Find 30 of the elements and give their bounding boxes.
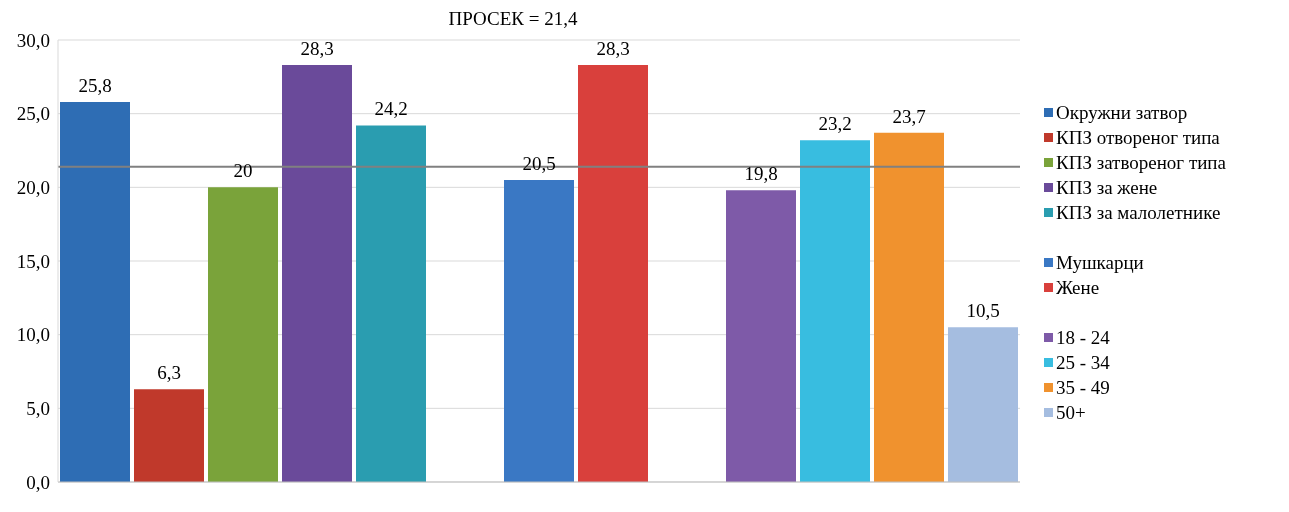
legend-label: КПЗ отвореног типа (1056, 126, 1220, 150)
legend-label: 18 - 24 (1056, 326, 1110, 350)
y-tick-label: 15,0 (16, 250, 50, 272)
legend-label: КПЗ за жене (1056, 176, 1158, 200)
legend-label: КПЗ затвореног типа (1056, 151, 1226, 175)
legend-label: Мушкарци (1056, 251, 1144, 275)
data-label: 24,2 (374, 98, 408, 120)
legend-label: КПЗ за малолетнике (1056, 201, 1221, 225)
data-label: 28,3 (596, 38, 630, 60)
legend-label: 50+ (1056, 401, 1086, 425)
y-tick-label: 5,0 (26, 398, 50, 420)
legend-label: Окружни затвор (1056, 101, 1188, 125)
y-tick-label: 10,0 (16, 324, 50, 346)
y-tick-label: 25,0 (16, 103, 50, 125)
data-label: 19,8 (744, 163, 778, 185)
data-label: 25,8 (78, 74, 112, 96)
y-tick-label: 0,0 (26, 471, 50, 493)
data-label: 20,5 (522, 152, 556, 174)
data-label: 23,7 (892, 105, 926, 127)
data-label: 23,2 (818, 113, 852, 135)
data-label: 6,3 (157, 362, 181, 384)
legend-label: Жене (1056, 276, 1100, 300)
y-tick-label: 30,0 (16, 29, 50, 51)
legend-label: 25 - 34 (1056, 351, 1110, 375)
legend-label: 35 - 49 (1056, 376, 1110, 400)
data-label: 28,3 (300, 38, 334, 60)
data-label: 20 (233, 160, 253, 182)
data-label: 10,5 (966, 300, 1000, 322)
y-tick-label: 20,0 (16, 177, 50, 199)
chart-title: ПРОСЕК = 21,4 (447, 8, 579, 30)
